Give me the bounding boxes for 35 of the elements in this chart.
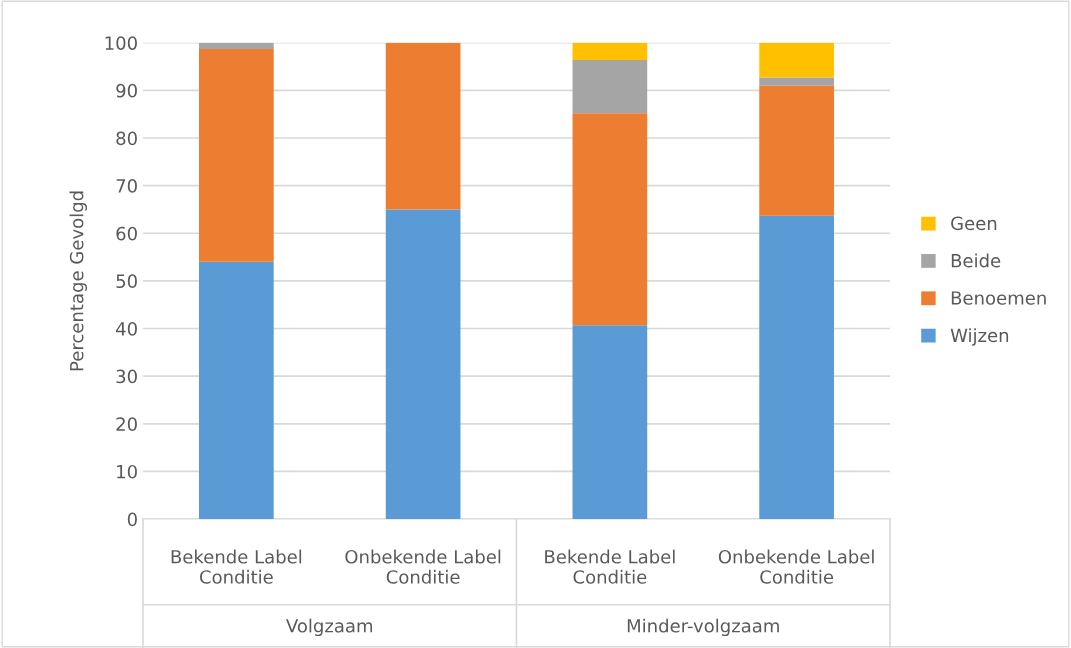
legend-label: Wijzen <box>950 328 1009 346</box>
y-tick-label: 50 <box>116 274 137 289</box>
legend-label: Benoemen <box>951 291 1046 305</box>
y-tick-label: 0 <box>127 512 137 527</box>
bar <box>759 77 834 86</box>
y-tick-label: 30 <box>116 369 137 384</box>
legend-label: Geen <box>951 216 997 231</box>
bar <box>759 85 834 216</box>
y-tick-label: 90 <box>116 83 137 98</box>
y-tick-label: 20 <box>116 417 137 431</box>
bar <box>572 59 648 114</box>
bar <box>199 261 274 520</box>
legend-label: Beide <box>951 253 1001 268</box>
bar <box>385 42 461 210</box>
x-tick-label: Onbekende Label Conditie <box>345 549 501 584</box>
x-tick-label: Onbekende Label Conditie <box>718 549 874 584</box>
text: Volgzaam <box>286 618 373 637</box>
bar <box>385 209 461 520</box>
bar <box>199 42 274 49</box>
bar <box>759 42 834 78</box>
bar <box>572 113 648 326</box>
x-tick-label: Bekende Label Conditie <box>545 549 675 584</box>
x-tick-label: Bekende Label Conditie <box>171 549 302 584</box>
y-tick-label: 70 <box>116 179 137 193</box>
y-tick-label: 80 <box>116 131 137 146</box>
bar <box>759 215 834 520</box>
bar <box>199 48 274 262</box>
y-tick-label: 100 <box>105 36 137 50</box>
bar <box>572 325 648 520</box>
y-axis-title: Percentage Gevolgd <box>69 191 87 371</box>
y-tick-label: 60 <box>116 226 137 241</box>
y-tick-label: 40 <box>116 322 137 336</box>
y-tick-label: 10 <box>117 464 137 479</box>
bar <box>572 42 648 60</box>
text: Minder-volgzaam <box>627 618 779 637</box>
